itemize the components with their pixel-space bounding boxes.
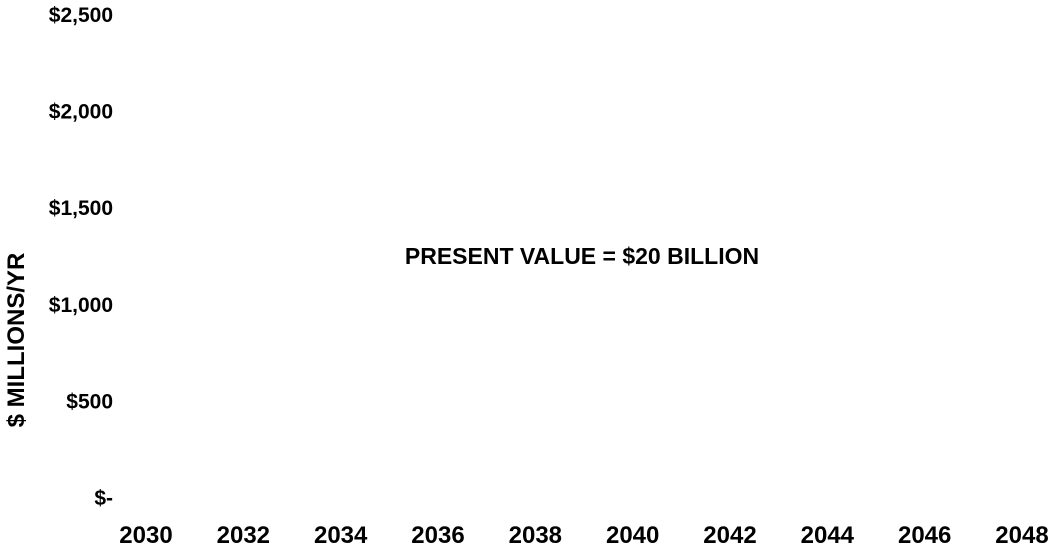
y-tick-label: $1,000 bbox=[49, 294, 113, 317]
x-tick-label: 2038 bbox=[509, 522, 562, 549]
y-tick-label: $- bbox=[94, 487, 113, 510]
y-axis-label: $ MILLIONS/YR bbox=[3, 253, 30, 428]
x-tick-label: 2048 bbox=[995, 522, 1048, 549]
x-tick-label: 2044 bbox=[801, 522, 855, 549]
y-axis-ticks: $2,500 $2,000 $1,500 $1,000 $500 $- bbox=[49, 4, 113, 510]
y-tick-label: $500 bbox=[66, 390, 113, 413]
x-tick-label: 2030 bbox=[119, 522, 172, 549]
x-tick-label: 2040 bbox=[606, 522, 659, 549]
x-tick-label: 2036 bbox=[411, 522, 464, 549]
x-axis-ticks: 2030 2032 2034 2036 2038 2040 2042 2044 2046 2048 bbox=[119, 522, 1048, 549]
y-tick-label: $1,500 bbox=[49, 197, 113, 220]
x-tick-label: 2034 bbox=[314, 522, 368, 549]
y-tick-label: $2,500 bbox=[49, 4, 113, 27]
x-tick-label: 2032 bbox=[217, 522, 270, 549]
y-tick-label: $2,000 bbox=[49, 101, 113, 124]
x-tick-label: 2046 bbox=[898, 522, 951, 549]
x-tick-label: 2042 bbox=[703, 522, 756, 549]
present-value-annotation: PRESENT VALUE = $20 BILLION bbox=[405, 243, 759, 269]
